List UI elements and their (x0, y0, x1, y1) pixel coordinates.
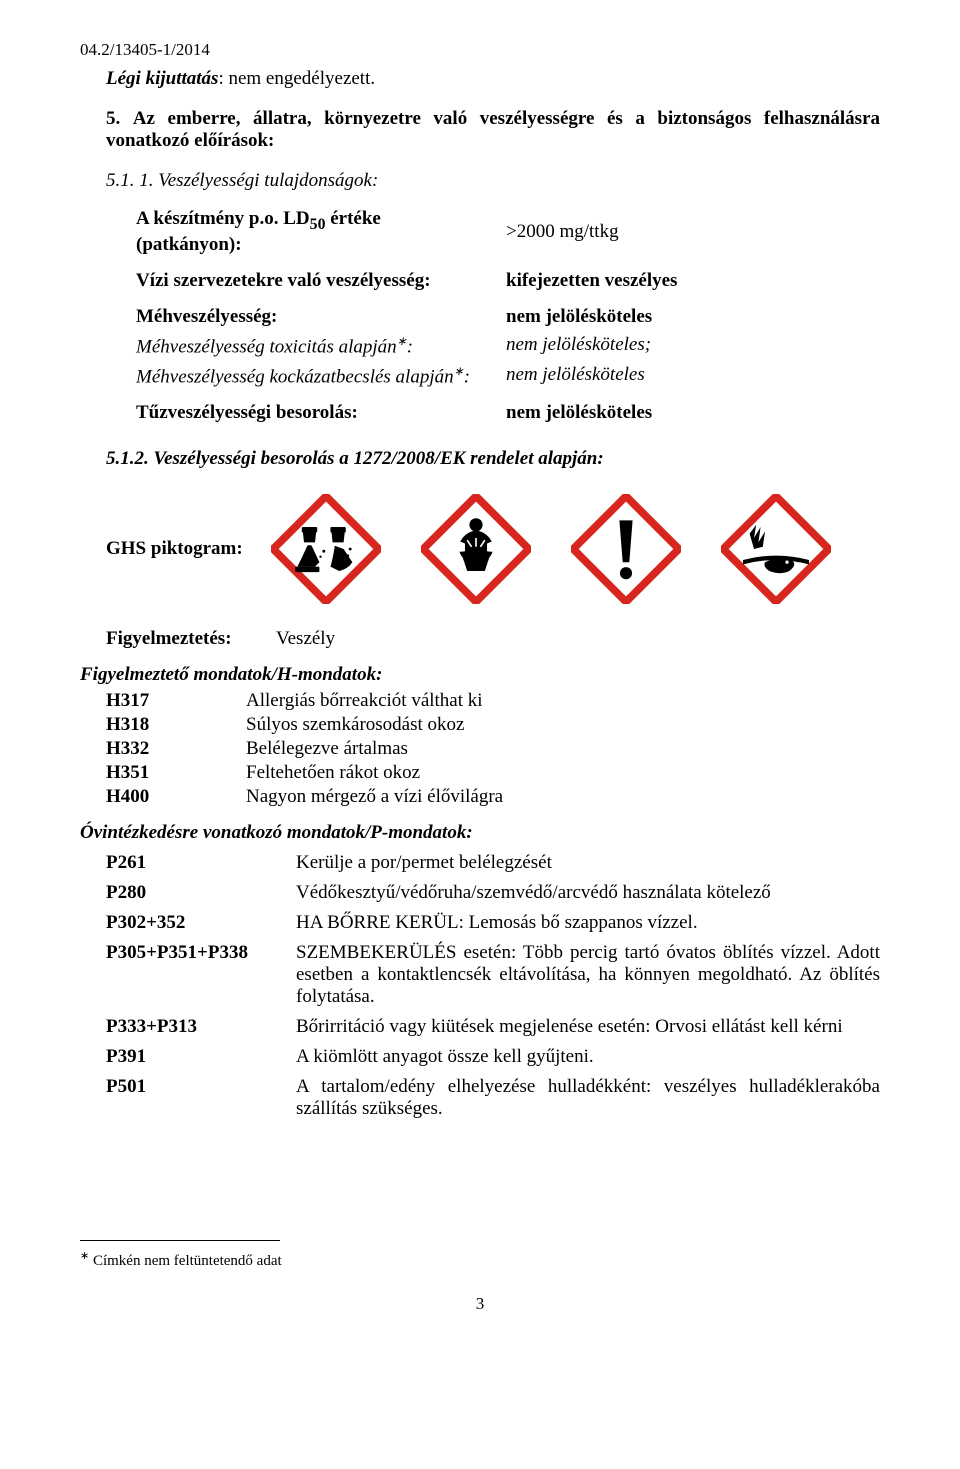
bee-tox-value: nem jelölésköteles; (506, 334, 651, 358)
footnote-text: Címkén nem feltüntetendő adat (89, 1253, 281, 1269)
ghs-environment-icon (721, 494, 831, 604)
section-5-1-2: 5.1.2. Veszélyességi besorolás a 1272/20… (106, 448, 880, 470)
p-code: P302+352 (106, 912, 296, 934)
p-code: P501 (106, 1076, 296, 1098)
footnote-marker: ∗ (80, 1250, 89, 1262)
ld50-value: >2000 mg/ttkg (506, 221, 619, 243)
p-row: P333+P313 Bőrirritáció vagy kiütések meg… (106, 1016, 880, 1038)
section-5-num: 5. (106, 108, 120, 129)
h-text: Nagyon mérgező a vízi élővilágra (246, 786, 503, 808)
p-code: P305+P351+P338 (106, 942, 296, 964)
ld50-label-part1: A készítmény p.o. LD (136, 208, 310, 229)
p-text: A tartalom/edény elhelyezése hulladékkén… (296, 1076, 880, 1120)
p-row: P391 A kiömlött anyagot össze kell gyűjt… (106, 1046, 880, 1068)
bee-tox-suffix: : (407, 336, 413, 357)
ghs-icons (271, 494, 831, 604)
h-row: H317 Allergiás bőrreakciót válthat ki (106, 690, 880, 712)
bee-risk-label-text: Méhveszélyesség kockázatbecslés alapján (136, 366, 454, 387)
aerial-application-line: Légi kijuttatás: nem engedélyezett. (106, 68, 880, 90)
p-text: Kerülje a por/permet belélegzését (296, 852, 880, 874)
aerial-label: Légi kijuttatás (106, 68, 218, 89)
section-5-1-1: 5.1. 1. Veszélyességi tulajdonságok: (106, 170, 880, 192)
aquatic-label: Vízi szervezetekre való veszélyesség: (136, 270, 506, 292)
aquatic-value: kifejezetten veszélyes (506, 270, 677, 292)
hazard-properties-table: A készítmény p.o. LD50 értéke (patkányon… (136, 208, 880, 424)
ld50-label-part2: értéke (325, 208, 380, 229)
signal-value: Veszély (276, 628, 335, 650)
ld50-label: A készítmény p.o. LD50 értéke (patkányon… (136, 208, 506, 256)
p-text: HA BŐRRE KERÜL: Lemosás bő szappanos víz… (296, 912, 880, 934)
aquatic-row: Vízi szervezetekre való veszélyesség: ki… (136, 270, 880, 292)
ghs-pictogram-row: GHS piktogram: (80, 494, 880, 604)
h-statements-table: H317 Allergiás bőrreakciót válthat ki H3… (106, 690, 880, 808)
p-row: P305+P351+P338 SZEMBEKERÜLÉS esetén: Töb… (106, 942, 880, 1008)
ghs-label: GHS piktogram: (106, 538, 243, 560)
h-row: H351 Feltehetően rákot okoz (106, 762, 880, 784)
h-code: H351 (106, 762, 246, 784)
p-text: Bőrirritáció vagy kiütések megjelenése e… (296, 1016, 880, 1038)
p-code: P261 (106, 852, 296, 874)
ld50-sub: 50 (310, 216, 326, 233)
fire-row: Tűzveszélyességi besorolás: nem jelölésk… (136, 402, 880, 424)
h-text: Súlyos szemkárosodást okoz (246, 714, 464, 736)
h-text: Feltehetően rákot okoz (246, 762, 420, 784)
bee-tox-row: Méhveszélyesség toxicitás alapján∗: nem … (136, 334, 880, 358)
h-row: H318 Súlyos szemkárosodást okoz (106, 714, 880, 736)
page-number: 3 (80, 1294, 880, 1314)
p-row: P261 Kerülje a por/permet belélegzését (106, 852, 880, 874)
document-id: 04.2/13405-1/2014 (80, 40, 880, 60)
ghs-health-hazard-icon (421, 494, 531, 604)
bee-value: nem jelölésköteles (506, 306, 652, 328)
h-row: H400 Nagyon mérgező a vízi élővilágra (106, 786, 880, 808)
h-code: H317 (106, 690, 246, 712)
p-row: P302+352 HA BŐRRE KERÜL: Lemosás bő szap… (106, 912, 880, 934)
bee-risk-row: Méhveszélyesség kockázatbecslés alapján∗… (136, 364, 880, 388)
ld50-label-line2: (patkányon): (136, 234, 242, 255)
p-row: P501 A tartalom/edény elhelyezése hullad… (106, 1076, 880, 1120)
aerial-value: : nem engedélyezett. (218, 68, 375, 89)
footnote-separator (80, 1240, 280, 1241)
fire-label: Tűzveszélyességi besorolás: (136, 402, 506, 424)
p-code: P280 (106, 882, 296, 904)
h-code: H400 (106, 786, 246, 808)
bee-tox-label-text: Méhveszélyesség toxicitás alapján (136, 336, 397, 357)
p-statements-table: P261 Kerülje a por/permet belélegzését P… (106, 852, 880, 1120)
page-container: 04.2/13405-1/2014 Légi kijuttatás: nem e… (0, 0, 960, 1354)
section-5-title: Az emberre, állatra, környezetre való ve… (106, 108, 880, 151)
p-row: P280 Védőkesztyű/védőruha/szemvédő/arcvé… (106, 882, 880, 904)
h-code: H318 (106, 714, 246, 736)
bee-risk-suffix: : (464, 366, 470, 387)
h-row: H332 Belélegezve ártalmas (106, 738, 880, 760)
p-statements-heading: Óvintézkedésre vonatkozó mondatok/P-mond… (80, 822, 880, 844)
ghs-corrosion-icon (271, 494, 381, 604)
bee-risk-value: nem jelölésköteles (506, 364, 645, 388)
ghs-exclamation-icon (571, 494, 681, 604)
signal-label: Figyelmeztetés: (106, 628, 276, 650)
h-text: Belélegezve ártalmas (246, 738, 408, 760)
bee-risk-label: Méhveszélyesség kockázatbecslés alapján∗… (136, 364, 506, 388)
p-code: P391 (106, 1046, 296, 1068)
bee-label: Méhveszélyesség: (136, 306, 506, 328)
p-text: SZEMBEKERÜLÉS esetén: Több percig tartó … (296, 942, 880, 1008)
signal-word-row: Figyelmeztetés: Veszély (106, 628, 880, 650)
section-5: 5. Az emberre, állatra, környezetre való… (106, 108, 880, 152)
h-text: Allergiás bőrreakciót válthat ki (246, 690, 483, 712)
p-code: P333+P313 (106, 1016, 296, 1038)
h-code: H332 (106, 738, 246, 760)
footnote: ∗ Címkén nem feltüntetendő adat (80, 1249, 880, 1270)
ld50-row: A készítmény p.o. LD50 értéke (patkányon… (136, 208, 880, 256)
bee-row: Méhveszélyesség: nem jelölésköteles (136, 306, 880, 328)
p-text: A kiömlött anyagot össze kell gyűjteni. (296, 1046, 880, 1068)
bee-tox-label: Méhveszélyesség toxicitás alapján∗: (136, 334, 506, 358)
p-text: Védőkesztyű/védőruha/szemvédő/arcvédő ha… (296, 882, 880, 904)
fire-value: nem jelölésköteles (506, 402, 652, 424)
h-statements-heading: Figyelmeztető mondatok/H-mondatok: (80, 664, 880, 686)
